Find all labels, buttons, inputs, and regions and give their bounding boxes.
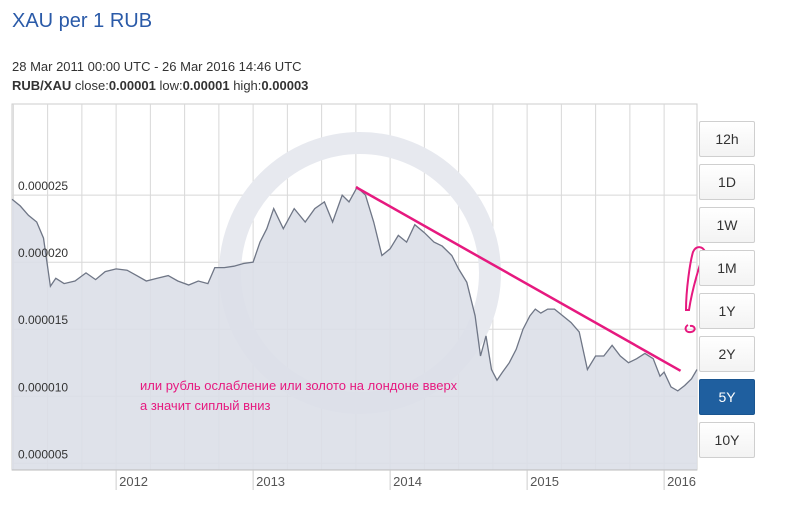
y-tick-label: 0.000015 <box>18 313 68 327</box>
range-button-2y[interactable]: 2Y <box>699 336 755 372</box>
range-button-10y[interactable]: 10Y <box>699 422 755 458</box>
range-button-5y[interactable]: 5Y <box>699 379 755 415</box>
area-fill <box>12 187 697 470</box>
pair-label: RUB/XAU <box>12 78 72 93</box>
y-tick-label: 0.000010 <box>18 380 68 394</box>
range-button-1w[interactable]: 1W <box>699 207 755 243</box>
close-value: 0.00001 <box>108 78 156 93</box>
series-line <box>11 186 698 392</box>
x-tick-label: 2015 <box>530 474 559 489</box>
annotation-line-1: или рубль ослабление или золото на лондо… <box>140 378 458 393</box>
high-value: 0.00003 <box>261 78 309 93</box>
trend-line <box>355 186 682 372</box>
range-button-1d[interactable]: 1D <box>699 164 755 200</box>
stats-line: RUB/XAU close:0.00001 low:0.00001 high:0… <box>12 78 308 93</box>
range-button-1y[interactable]: 1Y <box>699 293 755 329</box>
range-button-12h[interactable]: 12h <box>699 121 755 157</box>
high-label: high: <box>233 78 262 93</box>
y-tick-label: 0.000025 <box>18 179 68 193</box>
low-value: 0.00001 <box>182 78 230 93</box>
handwritten-exclamation-mark <box>684 246 707 311</box>
handwritten-exclamation-dot <box>684 324 696 334</box>
range-button-1m[interactable]: 1M <box>699 250 755 286</box>
close-label: close: <box>74 78 109 93</box>
page-title: XAU per 1 RUB <box>12 10 153 32</box>
x-tick-label: 2013 <box>256 474 285 489</box>
x-tick-label: 2016 <box>667 474 696 489</box>
x-tick-label: 2012 <box>119 474 148 489</box>
date-range: 28 Mar 2011 00:00 UTC - 26 Mar 2016 14:4… <box>12 59 302 74</box>
x-tick-label: 2014 <box>393 474 422 489</box>
annotation-line-2: а значит сиплый вниз <box>140 398 271 413</box>
y-tick-label: 0.000005 <box>18 447 68 461</box>
y-tick-label: 0.000020 <box>18 246 68 260</box>
low-label: low: <box>159 78 183 93</box>
